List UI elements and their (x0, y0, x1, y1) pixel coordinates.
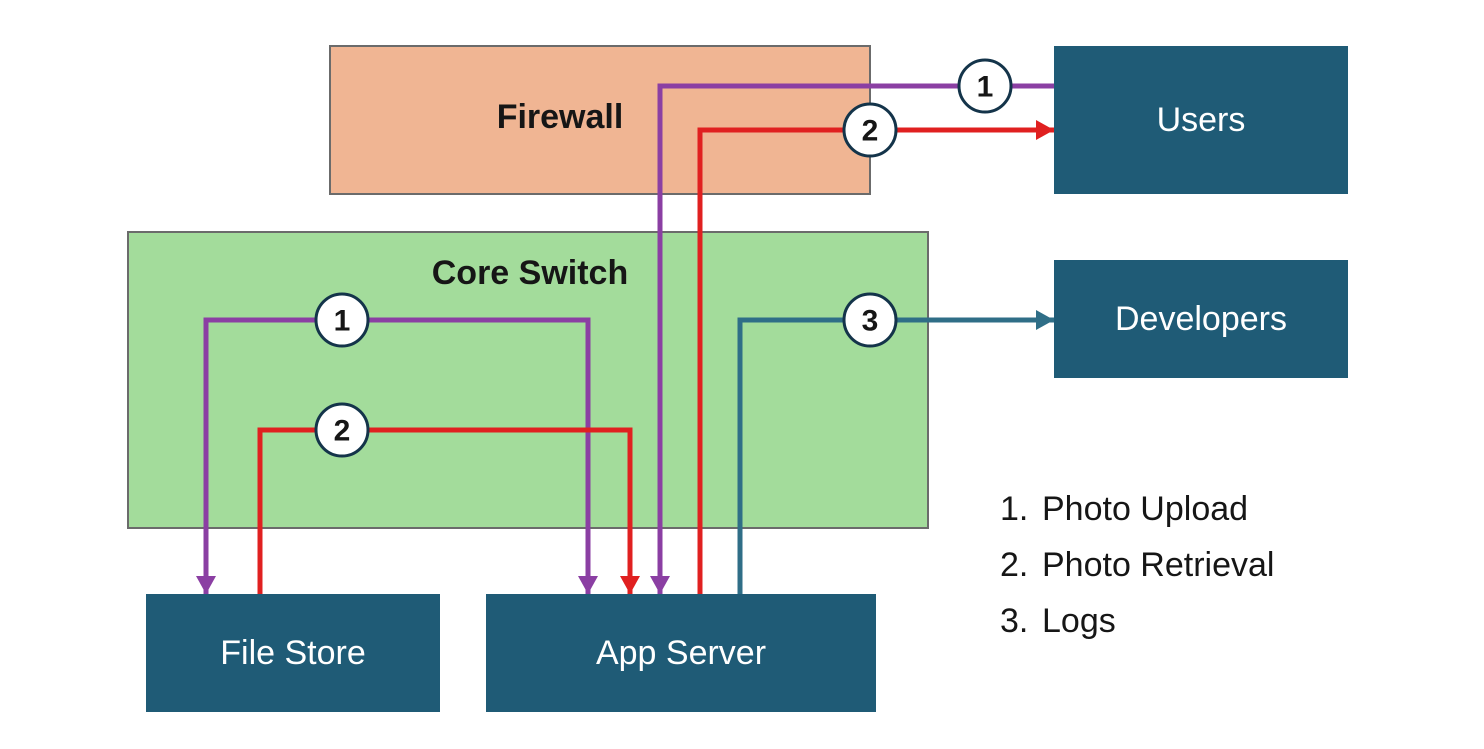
arrow-head (196, 576, 216, 594)
flow-badge-text: 1 (977, 71, 994, 104)
arrow-head (620, 576, 640, 594)
legend-item: Photo Retrieval (1042, 546, 1274, 584)
flow-badge-text: 3 (862, 305, 879, 338)
flow-badge-text: 2 (862, 115, 879, 148)
users-label: Users (1157, 101, 1246, 139)
app_server-label: App Server (596, 634, 766, 672)
arrow-head (1036, 120, 1054, 140)
flow-badge-text: 2 (334, 415, 351, 448)
arrow-head (578, 576, 598, 594)
legend-item: Logs (1042, 602, 1116, 640)
flow-badge-text: 1 (334, 305, 351, 338)
legend-item: Photo Upload (1042, 490, 1248, 528)
legend-number: 2. (1000, 546, 1028, 584)
legend-number: 3. (1000, 602, 1028, 640)
firewall-label: Firewall (497, 98, 624, 136)
legend-number: 1. (1000, 490, 1028, 528)
core-switch-label: Core Switch (432, 254, 628, 292)
developers-label: Developers (1115, 300, 1287, 338)
arrow-head (1036, 310, 1054, 330)
file_store-label: File Store (220, 634, 366, 672)
network-diagram: Firewall Core Switch Users Developers File S… (0, 0, 1484, 749)
arrow-head (650, 576, 670, 594)
